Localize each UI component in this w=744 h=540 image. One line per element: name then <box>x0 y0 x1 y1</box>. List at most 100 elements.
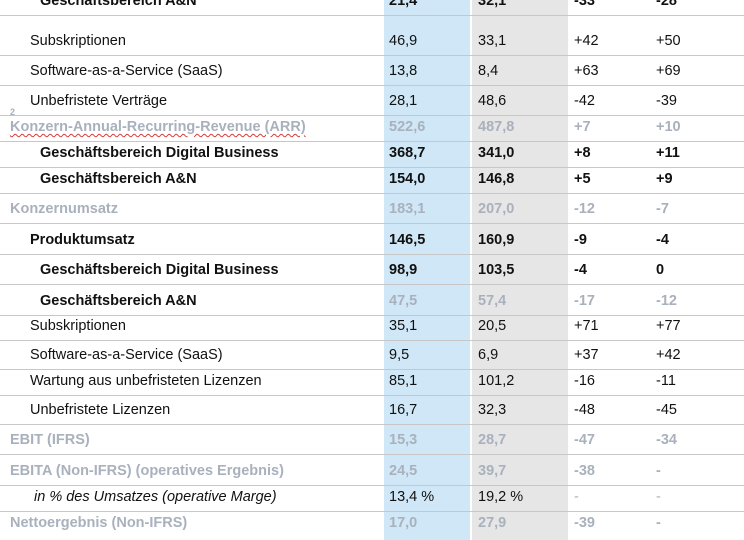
column-divider <box>470 0 472 540</box>
cell-change-2: -34 <box>656 432 677 448</box>
cell-value-1: 522,6 <box>389 119 426 135</box>
cell-value-2: 146,8 <box>478 171 515 187</box>
cell-value-2: 487,8 <box>478 119 515 135</box>
cell-change-1: +37 <box>574 347 599 363</box>
cell-change-2: -28 <box>656 0 677 9</box>
cell-change-2: +42 <box>656 347 681 363</box>
table-row: Geschäftsbereich A&N 21,4 32,1 -33 -28 <box>0 0 744 16</box>
cell-value-1: 16,7 <box>389 402 418 418</box>
cell-value-2: 39,7 <box>478 463 507 479</box>
row-label: Unbefristete Verträge <box>30 93 168 109</box>
cell-change-1: +63 <box>574 63 599 79</box>
cell-change-2: +10 <box>656 119 681 135</box>
cell-change-1: +8 <box>574 145 591 161</box>
cell-value-2: 101,2 <box>478 373 515 389</box>
cell-change-1: +71 <box>574 318 599 334</box>
cell-change-1: -42 <box>574 93 595 109</box>
cell-value-2: 33,1 <box>478 33 507 49</box>
cell-value-1: 368,7 <box>389 145 426 161</box>
cell-change-1: -4 <box>574 262 587 278</box>
table-row: Konzern-Annual-Recurring-Revenue (ARR) 2 … <box>0 108 744 142</box>
cell-change-1: -12 <box>574 201 595 217</box>
cell-change-1: -16 <box>574 373 595 389</box>
cell-change-2: -4 <box>656 232 669 248</box>
cell-change-2: - <box>656 489 661 505</box>
row-label: Geschäftsbereich Digital Business <box>40 262 279 278</box>
cell-change-1: +5 <box>574 171 591 187</box>
cell-value-1: 15,3 <box>389 432 418 448</box>
cell-value-1: 9,5 <box>389 347 410 363</box>
table-row: EBIT (IFRS) 15,3 28,7 -47 -34 <box>0 425 744 455</box>
cell-value-1: 47,5 <box>389 293 418 309</box>
cell-change-1: +7 <box>574 119 591 135</box>
table-row: Unbefristete Lizenzen 16,7 32,3 -48 -45 <box>0 395 744 425</box>
row-label: EBIT (IFRS) <box>10 432 90 448</box>
cell-value-1: 24,5 <box>389 463 418 479</box>
table-row: Software-as-a-Service (SaaS) 9,5 6,9 +37… <box>0 340 744 370</box>
row-label: in % des Umsatzes (operative Marge) <box>34 489 277 505</box>
column-highlight-current <box>384 0 470 540</box>
table-row: Wartung aus unbefristeten Lizenzen 85,1 … <box>0 366 744 396</box>
row-label-text: Konzern-Annual-Recurring-Revenue (ARR) <box>10 119 306 135</box>
table-row: Konzernumsatz 183,1 207,0 -12 -7 <box>0 194 744 224</box>
cell-value-2: 48,6 <box>478 93 507 109</box>
row-label: Subskriptionen <box>30 33 126 49</box>
row-label: Unbefristete Lizenzen <box>30 402 171 418</box>
cell-value-1: 21,4 <box>389 0 418 9</box>
cell-value-2: 20,5 <box>478 318 507 334</box>
cell-value-2: 19,2 % <box>478 489 524 505</box>
cell-value-1: 35,1 <box>389 318 418 334</box>
cell-change-1: +42 <box>574 33 599 49</box>
row-label: Subskriptionen <box>30 318 126 334</box>
cell-change-1: -48 <box>574 402 595 418</box>
cell-value-1: 17,0 <box>389 515 418 531</box>
cell-value-2: 27,9 <box>478 515 507 531</box>
cell-value-1: 85,1 <box>389 373 418 389</box>
cell-change-2: +69 <box>656 63 681 79</box>
cell-value-2: 103,5 <box>478 262 515 278</box>
table-row: Geschäftsbereich Digital Business 368,7 … <box>0 138 744 168</box>
cell-change-2: 0 <box>656 262 665 278</box>
row-label: Geschäftsbereich Digital Business <box>40 145 279 161</box>
cell-value-1: 28,1 <box>389 93 418 109</box>
cell-value-2: 341,0 <box>478 145 515 161</box>
cell-change-2: +11 <box>656 145 680 161</box>
cell-change-1: -33 <box>574 0 595 9</box>
table-row: Geschäftsbereich A&N 154,0 146,8 +5 +9 <box>0 164 744 194</box>
cell-change-1: - <box>574 489 579 505</box>
row-label: Geschäftsbereich A&N <box>40 293 197 309</box>
cell-change-2: -45 <box>656 402 677 418</box>
cell-change-2: -11 <box>656 373 676 389</box>
cell-value-1: 98,9 <box>389 262 418 278</box>
cell-change-2: -39 <box>656 93 677 109</box>
cell-change-2: +9 <box>656 171 673 187</box>
cell-change-2: - <box>656 515 661 531</box>
table-row: EBITA (Non-IFRS) (operatives Ergebnis) 2… <box>0 456 744 486</box>
cell-change-2: +50 <box>656 33 681 49</box>
table-row: in % des Umsatzes (operative Marge) 13,4… <box>0 482 744 512</box>
cell-value-1: 13,8 <box>389 63 418 79</box>
cell-value-2: 57,4 <box>478 293 507 309</box>
cell-value-2: 160,9 <box>478 232 515 248</box>
table-row: Geschäftsbereich A&N 47,5 57,4 -17 -12 <box>0 286 744 316</box>
table-row: Unbefristete Verträge 28,1 48,6 -42 -39 <box>0 86 744 116</box>
row-label: Software-as-a-Service (SaaS) <box>30 63 223 79</box>
row-label: Wartung aus unbefristeten Lizenzen <box>30 373 262 389</box>
table-row: Produktumsatz 146,5 160,9 -9 -4 <box>0 225 744 255</box>
row-label: Geschäftsbereich A&N <box>40 0 197 9</box>
row-label: Nettoergebnis (Non-IFRS) <box>10 515 188 531</box>
cell-value-1: 146,5 <box>389 232 426 248</box>
cell-change-2: -12 <box>656 293 677 309</box>
cell-change-2: -7 <box>656 201 669 217</box>
cell-change-1: -47 <box>574 432 595 448</box>
cell-change-2: +77 <box>656 318 681 334</box>
cell-value-2: 32,1 <box>478 0 507 9</box>
cell-value-1: 154,0 <box>389 171 426 187</box>
table-row: Geschäftsbereich Digital Business 98,9 1… <box>0 255 744 285</box>
cell-change-1: -17 <box>574 293 595 309</box>
cell-change-2: - <box>656 463 661 479</box>
cell-value-2: 207,0 <box>478 201 515 217</box>
row-label: Produktumsatz <box>30 232 135 248</box>
cell-value-2: 6,9 <box>478 347 499 363</box>
row-label: Software-as-a-Service (SaaS) <box>30 347 223 363</box>
